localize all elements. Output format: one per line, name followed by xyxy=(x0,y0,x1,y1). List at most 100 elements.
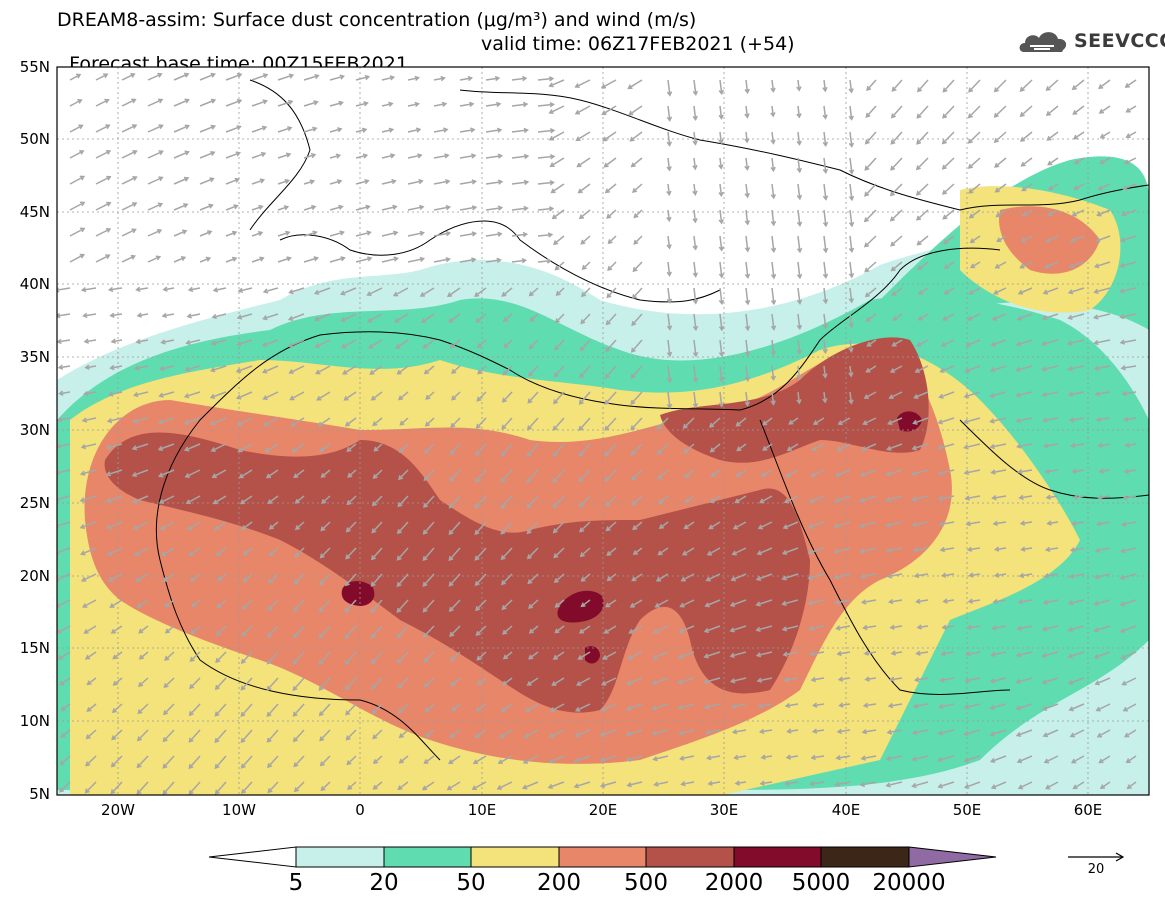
wind-arrow xyxy=(1043,287,1059,294)
wind-arrow xyxy=(835,599,851,604)
wind-arrow xyxy=(1095,261,1111,268)
wind-arrow xyxy=(106,495,123,503)
wind-arrow-head xyxy=(576,681,582,686)
wind-arrow xyxy=(1071,547,1085,552)
wind-arrow xyxy=(990,417,1007,423)
wind-arrow xyxy=(861,573,877,578)
wind-arrow-head xyxy=(580,602,586,608)
wind-arrow-head xyxy=(157,72,163,78)
wind-arrow xyxy=(527,573,539,584)
wind-arrow xyxy=(269,521,279,530)
wind-arrow xyxy=(485,77,499,81)
wind-arrow-head xyxy=(215,630,221,636)
wind-arrow-head xyxy=(548,76,555,82)
wind-arrow-head xyxy=(233,204,239,210)
wind-arrow xyxy=(57,287,71,291)
wind-arrow xyxy=(603,651,617,660)
wind-arrow-head xyxy=(1124,732,1130,738)
wind-arrow-head xyxy=(666,91,673,97)
lat-label: 55N xyxy=(19,58,50,76)
wind-arrow-head xyxy=(393,256,399,262)
wind-arrow xyxy=(190,573,201,582)
wind-arrow-head xyxy=(848,272,855,279)
wind-arrow-head xyxy=(60,706,66,712)
wind-arrow xyxy=(706,729,721,734)
wind-arrow-head xyxy=(848,322,854,329)
wind-arrow xyxy=(503,365,513,376)
wind-arrow-head xyxy=(474,477,480,483)
wind-arrow xyxy=(1046,235,1059,243)
wind-arrow xyxy=(291,417,305,427)
wind-arrow xyxy=(667,339,671,356)
wind-arrow-head xyxy=(528,628,534,634)
wind-arrow-head xyxy=(241,631,247,637)
wind-arrow xyxy=(809,625,825,630)
wind-arrow-head xyxy=(209,367,216,373)
wind-arrow-head xyxy=(916,624,922,630)
wind-arrow-head xyxy=(475,706,481,712)
wind-arrow xyxy=(771,235,775,252)
wind-arrow xyxy=(69,150,84,159)
wind-arrow-head xyxy=(937,495,944,502)
wind-arrow-head xyxy=(756,550,762,556)
wind-arrow-head xyxy=(422,343,428,349)
wind-arrow xyxy=(915,677,929,681)
wind-arrow-head xyxy=(1021,186,1027,192)
wind-arrow xyxy=(964,755,981,762)
wind-arrow-head xyxy=(692,115,698,122)
wind-arrow-head xyxy=(835,755,841,761)
wind-arrow xyxy=(395,339,409,349)
wind-arrow xyxy=(1098,183,1111,190)
wind-arrow xyxy=(942,573,955,577)
wind-arrow xyxy=(797,79,800,91)
lat-label: 25N xyxy=(19,494,50,512)
lat-label: 5N xyxy=(29,785,50,803)
wind-arrow-head xyxy=(318,447,325,453)
wind-arrow-head xyxy=(1068,263,1075,269)
wind-arrow-head xyxy=(80,227,86,233)
wind-arrow xyxy=(1047,131,1059,141)
wind-arrow-head xyxy=(367,343,374,349)
wind-arrow xyxy=(528,651,539,660)
wind-arrow xyxy=(994,79,1007,92)
wind-arrow-head xyxy=(822,141,828,148)
wind-arrow-head xyxy=(1015,366,1021,373)
wind-arrow xyxy=(627,781,643,787)
wind-arrow xyxy=(1016,391,1033,397)
wind-arrow-head xyxy=(105,471,112,477)
wind-arrow xyxy=(652,703,669,710)
wind-arrow-head xyxy=(265,473,272,479)
wind-arrow xyxy=(477,677,487,685)
wind-arrow-head xyxy=(862,702,869,708)
wind-arrow xyxy=(371,521,383,533)
wind-arrow-head xyxy=(755,575,762,581)
wind-arrow xyxy=(916,131,929,145)
wind-arrow xyxy=(578,651,591,660)
wind-arrow xyxy=(407,180,423,185)
wind-arrow-head xyxy=(500,503,506,510)
wind-arrow-head xyxy=(157,445,164,452)
wind-arrow-head xyxy=(448,581,454,587)
wind-arrow xyxy=(1121,365,1137,370)
wind-arrow-head xyxy=(423,759,429,764)
wind-arrow xyxy=(630,391,643,405)
wind-arrow xyxy=(917,79,929,92)
wind-arrow-head xyxy=(1041,679,1047,685)
wind-arrow-head xyxy=(553,578,559,584)
wind-arrow-head xyxy=(502,629,508,635)
wind-arrow-head xyxy=(1096,732,1103,738)
wind-arrow-head xyxy=(1071,520,1077,527)
wind-arrow-head xyxy=(83,338,89,344)
wind-arrow-head xyxy=(744,247,751,253)
wind-arrow-head xyxy=(161,312,167,319)
wind-arrow xyxy=(835,495,851,503)
wind-arrow xyxy=(918,313,929,321)
wind-arrow-head xyxy=(631,500,637,506)
wind-arrow-head xyxy=(1073,185,1079,191)
wind-arrow xyxy=(549,79,565,87)
wind-arrow xyxy=(667,183,671,195)
wind-arrow-head xyxy=(422,555,428,562)
wind-arrow-head xyxy=(943,289,949,295)
wind-arrow xyxy=(485,180,502,185)
wind-arrow-head xyxy=(989,367,996,373)
